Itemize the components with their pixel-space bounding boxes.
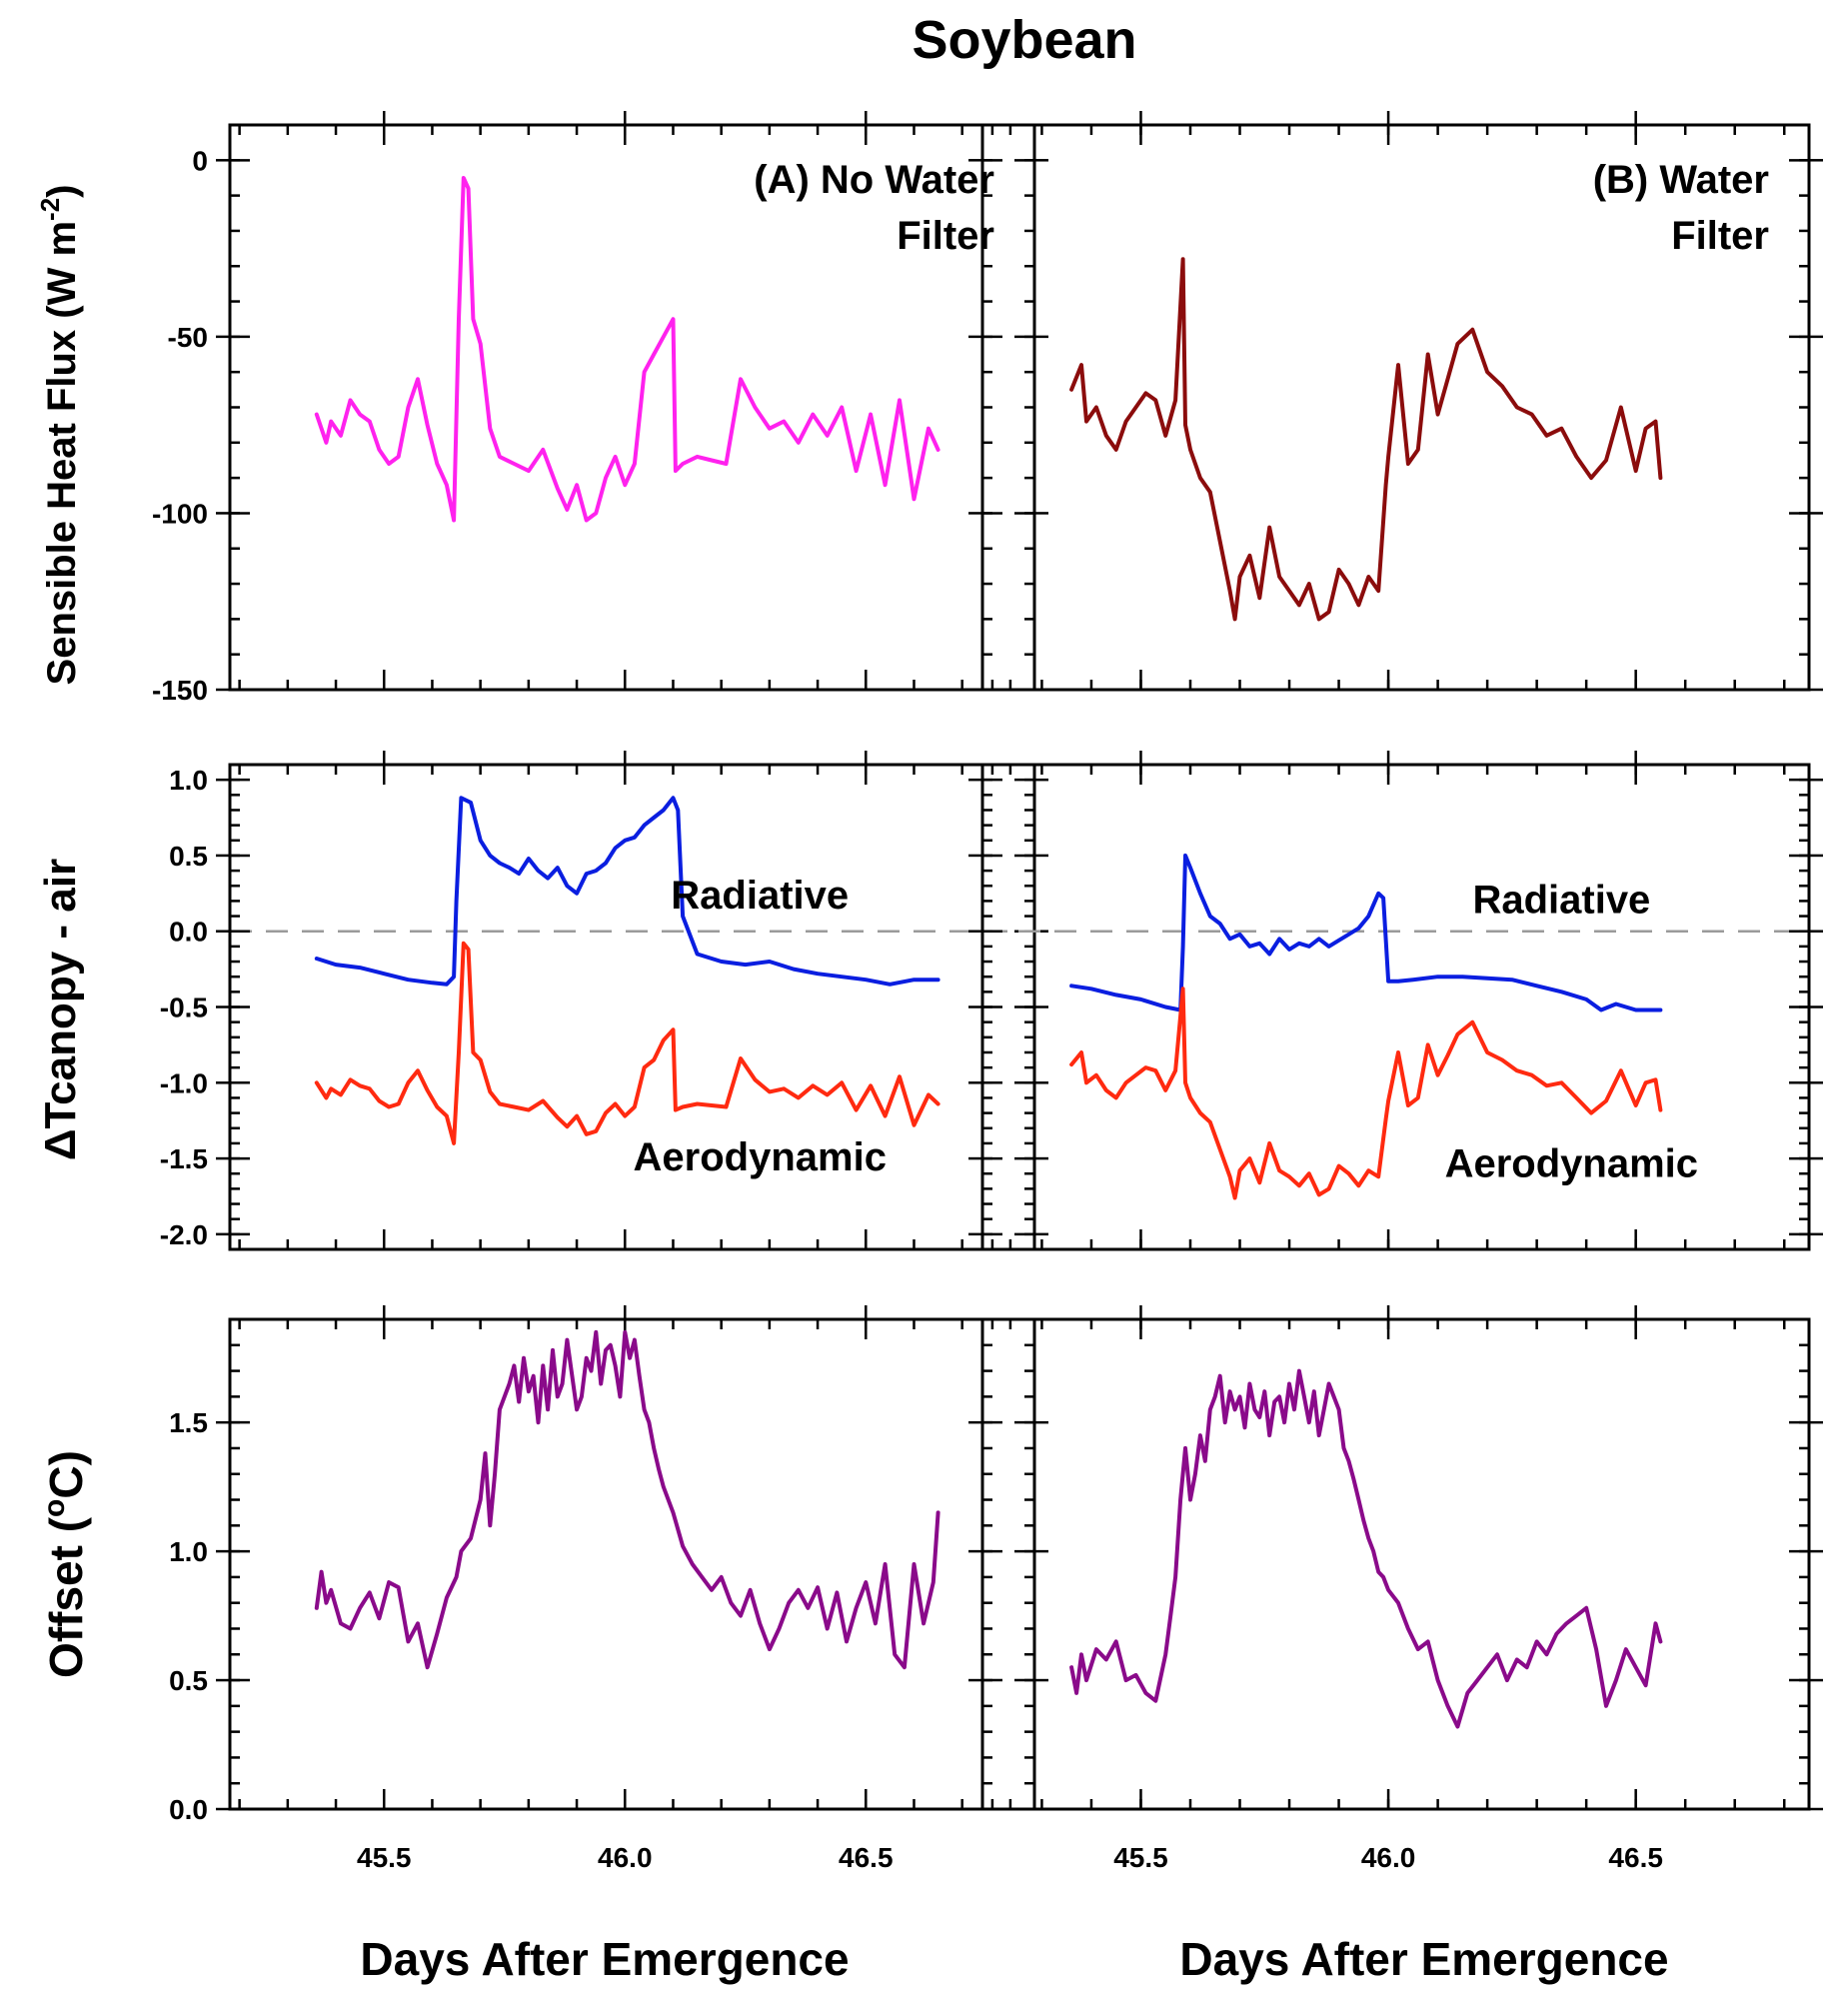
y-tick-label: -50 [168,322,208,353]
panel-offset-no-filter: 0.0 0.5 1.0 1.5 45.5 46.0 46.5 [169,1305,1048,1873]
panels: -150 -100 -50 0 (A) No Water Filter (B) Water F… [152,111,1823,1873]
panel-title: (A) No Water [754,158,994,202]
y-axis-label-offset: Offset (oC) [38,1450,92,1678]
y-tick-label: 0 [192,145,208,176]
y-axis-label-delta-t: ΔTcanopy - air [36,859,85,1160]
x-tick-label: 46.0 [598,1842,653,1873]
x-tick-label: 45.5 [357,1842,412,1873]
y-axis-label-heat-flux: Sensible Heat Flux (W m-2) [35,185,84,686]
series-line-aerodynamic [1069,987,1663,1200]
y-tick-label: -150 [152,675,208,706]
y-tick-label: -100 [152,498,208,529]
panel-title: Filter [1671,214,1769,258]
x-axis-label-left: Days After Emergence [360,1933,849,1985]
y-tick-label: -0.5 [160,993,208,1023]
y-tick-label: 1.0 [169,1536,208,1567]
plot-frame [228,1317,1036,1811]
x-tick-label: 45.5 [1113,1842,1168,1873]
y-tick-label: 0.5 [169,841,208,872]
series-line-heat-flux-no-filter [314,176,940,523]
series-annotation: Aerodynamic [634,1135,887,1179]
series-annotation: Aerodynamic [1445,1141,1698,1185]
panel-delta-t-water-filter: Radiative Aerodynamic [968,751,1823,1251]
y-tick-label: 1.5 [169,1407,208,1438]
y-tick-label: 0.0 [169,1794,208,1825]
series-line-radiative [1069,853,1663,1012]
y-tick-label: 1.0 [169,765,208,796]
series-line-aerodynamic [314,941,940,1145]
series-annotation: Radiative [671,874,849,918]
plot-frame [980,1317,1811,1811]
panel-heat-flux-water-filter: (B) Water Filter [968,111,1823,692]
panel-title: Filter [897,214,994,258]
x-tick-label: 46.0 [1361,1842,1416,1873]
x-tick-label: 46.5 [1608,1842,1663,1873]
series-line-radiative [314,796,940,987]
x-tick-label: 46.5 [839,1842,894,1873]
panel-delta-t-no-filter: -2.0 -1.5 -1.0 -0.5 0.0 0.5 1.0 Radiative Aerody… [160,751,1048,1251]
figure-title: Soybean [912,10,1136,70]
series-line-offset-no-filter [314,1329,940,1670]
panel-heat-flux-no-filter: -150 -100 -50 0 (A) No Water Filter [152,111,1048,706]
panel-title: (B) Water [1593,158,1769,202]
y-tick-label: -2.0 [160,1219,208,1250]
y-tick-label: 0.0 [169,917,208,948]
series-line-offset-water-filter [1069,1368,1663,1729]
x-axis-label-right: Days After Emergence [1179,1933,1668,1985]
y-tick-label: 0.5 [169,1665,208,1696]
panel-offset-water-filter: 45.5 46.0 46.5 [968,1305,1823,1873]
y-tick-label: -1.5 [160,1143,208,1174]
series-annotation: Radiative [1472,879,1650,923]
y-tick-label: -1.0 [160,1067,208,1098]
series-line-heat-flux-water-filter [1069,257,1663,622]
